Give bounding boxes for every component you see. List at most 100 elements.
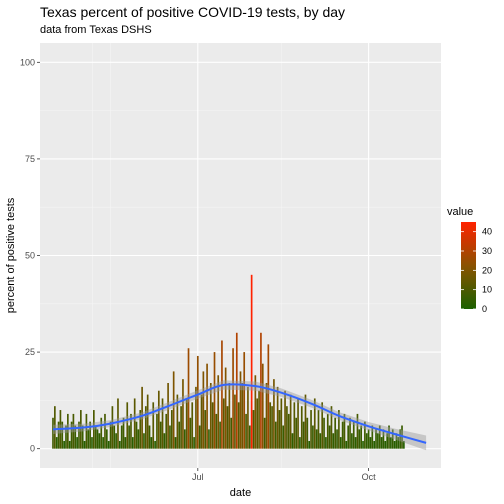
bar [326,413,329,449]
bar [63,440,65,449]
bar [152,402,155,449]
bar [78,421,80,449]
bar [349,417,351,449]
bar [252,410,255,449]
bar [289,394,292,449]
bar [365,433,368,449]
bar [295,417,298,449]
bar [143,433,145,449]
bar [271,406,273,449]
bar [54,406,56,449]
bar [317,410,320,449]
legend-label: 40 [482,227,492,237]
bar [356,413,359,449]
bar [230,417,233,449]
bar [165,413,168,449]
bar [211,402,214,449]
bar [341,421,344,449]
bar [247,386,249,449]
bar [239,371,242,449]
x-tick-label: Jul [192,472,204,482]
bar [180,406,182,449]
bar [221,340,223,449]
bar [336,429,338,449]
bar [137,429,140,449]
bar [332,433,335,449]
bar [65,425,67,449]
bar [144,406,147,449]
bar [310,410,312,449]
bar [243,352,246,449]
bar [209,383,212,449]
bar [390,437,392,449]
bar [386,433,388,449]
bar [274,421,277,449]
bar [282,425,285,449]
bar [170,410,173,449]
bar [306,417,309,449]
y-axis-title: percent of positive tests [5,197,17,313]
bar [222,398,225,449]
bar [339,437,342,449]
bar [325,437,327,449]
bar [269,402,272,449]
bar [191,402,194,449]
bar [167,383,169,449]
bar [105,429,108,449]
bar [287,413,290,449]
bar [81,425,84,449]
legend-colorbar [461,222,476,309]
bar [107,440,110,449]
legend-title: value [447,206,473,218]
bar [141,386,143,449]
bar [200,394,203,449]
bar [352,421,355,449]
bar [219,421,221,449]
bar [338,410,340,449]
bar [150,437,153,449]
y-tick-label: 75 [25,154,35,164]
legend-label: 30 [482,246,492,256]
bar [183,429,186,449]
bar [148,425,151,449]
bar [80,410,82,449]
bar [131,437,134,449]
bar [382,429,385,449]
bar [293,402,296,449]
bar [206,363,208,449]
bar [263,417,266,449]
bar [174,437,177,449]
bar [178,421,181,449]
bar [232,348,234,449]
bar [195,386,197,449]
bar [72,413,75,449]
bar [278,410,281,449]
bar [328,425,331,449]
bar [378,425,381,449]
bar [193,437,195,449]
bar [351,433,353,449]
bar [345,440,348,449]
bar [323,417,325,449]
bar [126,402,129,449]
bar [330,406,333,449]
bar [117,398,119,449]
bar [380,437,383,449]
bar [276,386,279,449]
y-tick-label: 0 [30,444,35,454]
bar [135,421,138,449]
bar [159,421,162,449]
bar [146,394,149,449]
bar [57,421,60,449]
bar [157,390,160,449]
bar [104,413,106,449]
bar [113,425,116,449]
bar [360,425,363,449]
bar [208,429,210,449]
bar [130,413,132,449]
legend-label: 10 [482,285,492,295]
bar [395,433,398,449]
bar [312,425,314,449]
bar [120,425,123,449]
bar [250,274,253,449]
